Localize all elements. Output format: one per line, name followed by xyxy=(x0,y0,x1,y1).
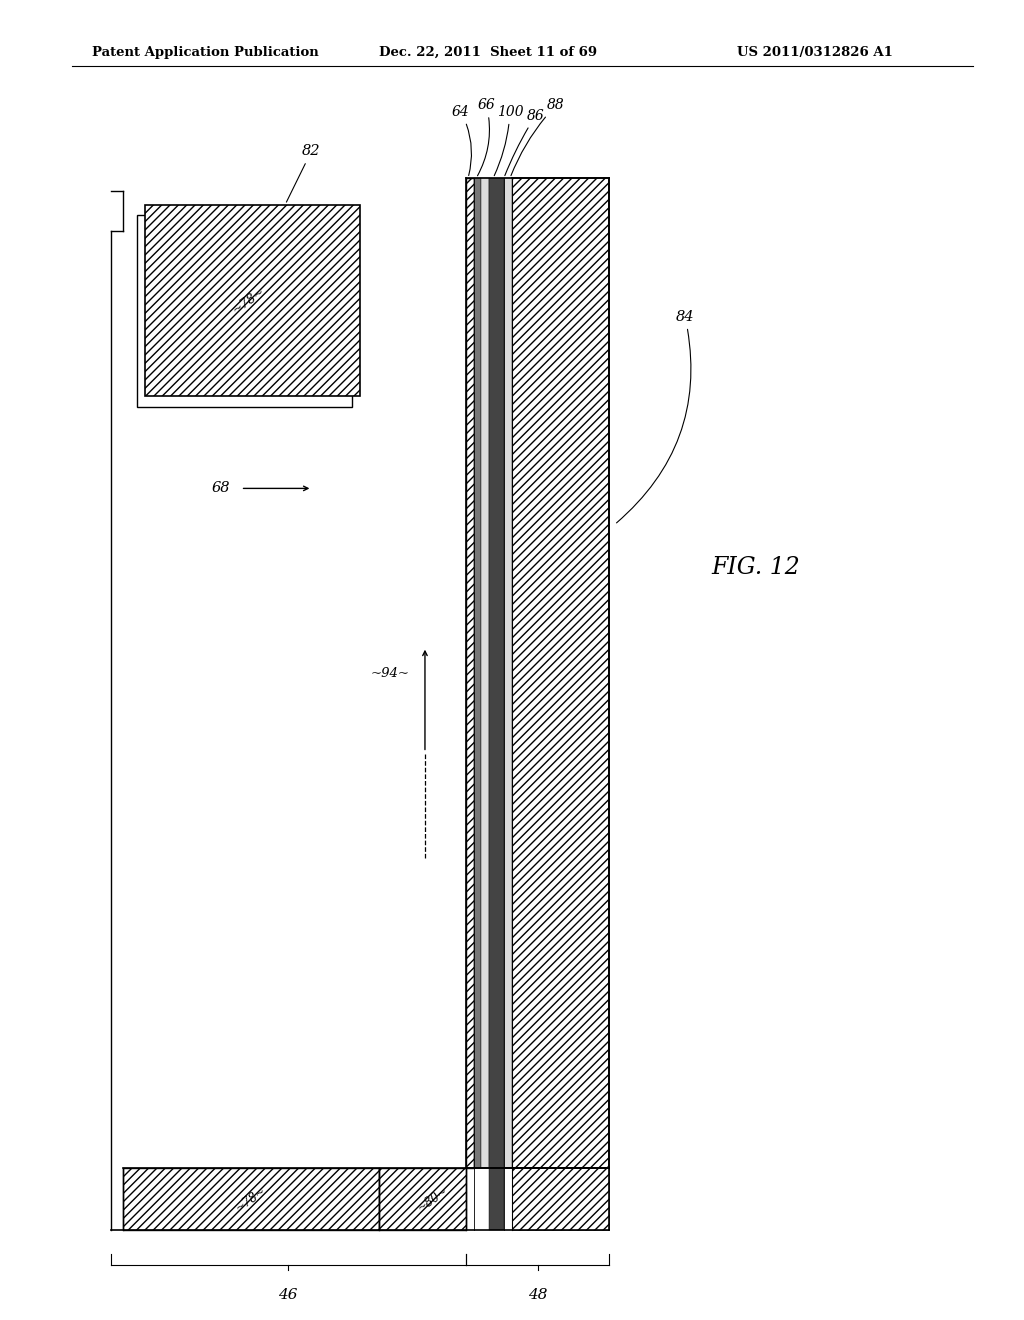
Bar xyxy=(504,178,512,1168)
Bar xyxy=(466,178,474,1168)
Bar xyxy=(379,1168,466,1230)
Bar xyxy=(137,215,352,407)
Bar xyxy=(145,205,360,396)
Text: ~78~: ~78~ xyxy=(232,1184,269,1214)
Text: US 2011/0312826 A1: US 2011/0312826 A1 xyxy=(737,46,893,59)
Bar xyxy=(481,178,489,1168)
Text: 48: 48 xyxy=(527,1288,548,1303)
Text: 46: 46 xyxy=(279,1288,298,1303)
Text: 82: 82 xyxy=(287,144,321,202)
Bar xyxy=(489,1168,504,1230)
Text: 64: 64 xyxy=(452,104,471,176)
Text: FIG. 12: FIG. 12 xyxy=(712,556,801,579)
Text: ~78~: ~78~ xyxy=(229,284,267,317)
Text: 88: 88 xyxy=(511,98,565,176)
Text: 66: 66 xyxy=(477,98,496,176)
Bar xyxy=(123,1168,379,1230)
Text: ~80~: ~80~ xyxy=(415,1184,451,1214)
Text: 68: 68 xyxy=(212,482,230,495)
Text: Patent Application Publication: Patent Application Publication xyxy=(92,46,318,59)
Bar xyxy=(512,178,609,1168)
Text: ~94~: ~94~ xyxy=(371,667,410,680)
Text: 86: 86 xyxy=(505,108,545,176)
Text: 100: 100 xyxy=(495,104,523,176)
Text: Dec. 22, 2011  Sheet 11 of 69: Dec. 22, 2011 Sheet 11 of 69 xyxy=(379,46,597,59)
Text: 84: 84 xyxy=(616,310,694,523)
Bar xyxy=(489,178,504,1168)
Bar xyxy=(474,178,481,1168)
Bar xyxy=(512,1168,609,1230)
